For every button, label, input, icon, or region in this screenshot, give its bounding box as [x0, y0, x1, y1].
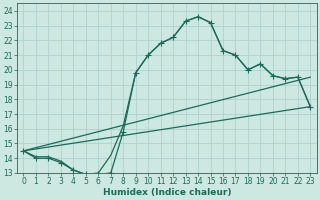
X-axis label: Humidex (Indice chaleur): Humidex (Indice chaleur) — [103, 188, 231, 197]
